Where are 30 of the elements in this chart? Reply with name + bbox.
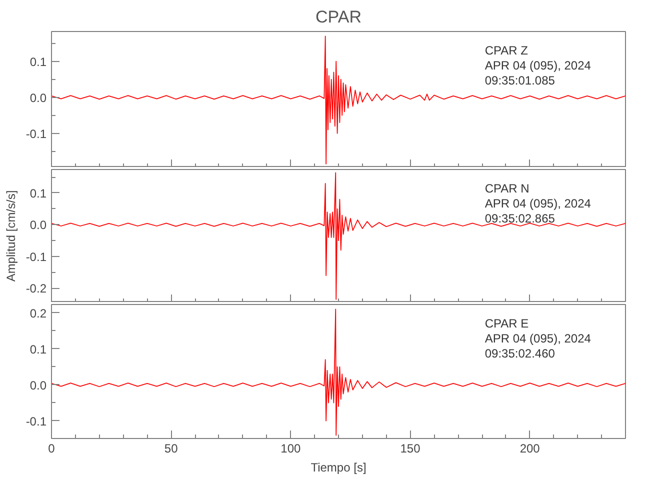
line-series <box>52 36 626 164</box>
annotation: 09:35:02.865 <box>484 212 556 226</box>
y-tick-label: -0.1 <box>26 250 47 264</box>
x-tick-label: 200 <box>520 442 540 456</box>
chart-title: CPAR <box>316 8 362 26</box>
y-tick-label: -0.1 <box>26 126 47 141</box>
annotation: CPAR Z <box>484 44 528 58</box>
line-series <box>52 308 626 436</box>
y-tick-label: -0.1 <box>26 414 47 428</box>
y-axis-title: Amplitud [cm/s/s] <box>4 190 18 282</box>
annotation: APR 04 (095), 2024 <box>484 332 592 346</box>
y-tick-label: 0.0 <box>30 90 47 105</box>
y-tick-label: 0.1 <box>30 186 47 200</box>
x-tick-label: 100 <box>280 442 302 456</box>
y-tick-label: 0.2 <box>30 306 47 320</box>
annotation: APR 04 (095), 2024 <box>484 196 592 210</box>
x-axis-title: Tiempo [s] <box>310 460 366 474</box>
y-tick-label: -0.2 <box>26 282 47 296</box>
annotation: CPAR N <box>484 182 530 196</box>
y-tick-label: 0.0 <box>30 218 47 232</box>
annotation: CPAR E <box>484 316 529 330</box>
y-tick-label: 0.1 <box>30 342 47 356</box>
annotation: APR 04 (095), 2024 <box>484 58 592 72</box>
y-tick-label: 0.1 <box>30 54 47 69</box>
x-tick-label: 50 <box>164 442 178 456</box>
x-tick-label: 0 <box>48 442 56 456</box>
x-tick-label: 150 <box>400 442 421 456</box>
y-tick-label: 0.0 <box>30 378 47 392</box>
annotation: 09:35:01.085 <box>484 74 556 88</box>
annotation: 09:35:02.460 <box>484 346 556 360</box>
